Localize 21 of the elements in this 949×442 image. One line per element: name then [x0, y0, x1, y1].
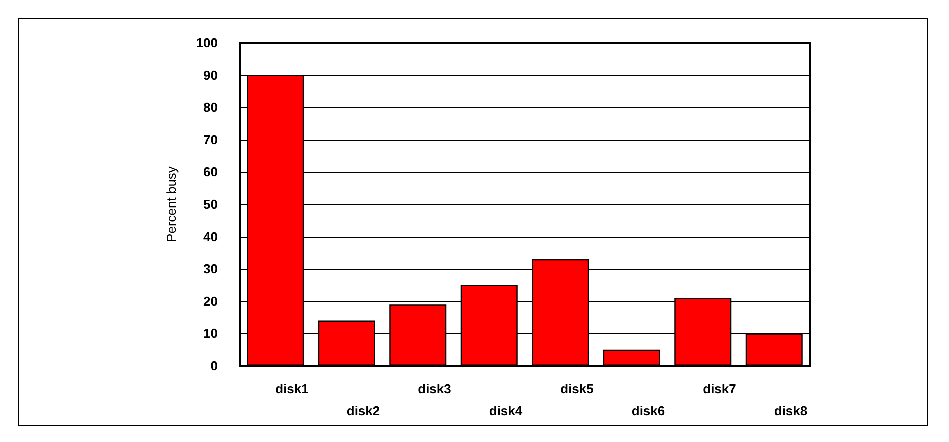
y-tick-label: 0: [210, 358, 218, 374]
x-tick-label: disk5: [560, 382, 594, 396]
y-tick-label: 20: [204, 294, 218, 309]
bar: [603, 350, 660, 366]
x-tick-label: disk6: [632, 404, 666, 418]
y-tick-label: 40: [204, 229, 218, 244]
x-tick-label: disk2: [346, 404, 380, 418]
x-tick-label: disk1: [276, 382, 309, 396]
x-tick-label: disk7: [703, 382, 736, 396]
y-tick-label: 70: [204, 132, 218, 148]
y-tick-label: 10: [204, 326, 218, 342]
y-tick-label: 50: [204, 197, 218, 212]
y-axis-title: Percent busy: [164, 166, 179, 242]
y-tick-label: 90: [204, 68, 218, 83]
x-tick-label: disk8: [774, 404, 808, 418]
x-tick-label: disk4: [489, 404, 524, 418]
y-tick-label: 60: [204, 164, 218, 180]
y-tick-label: 30: [204, 262, 218, 277]
y-tick-label: 80: [204, 100, 218, 116]
x-tick-label: disk3: [418, 382, 452, 396]
y-tick-label: 100: [196, 36, 218, 50]
